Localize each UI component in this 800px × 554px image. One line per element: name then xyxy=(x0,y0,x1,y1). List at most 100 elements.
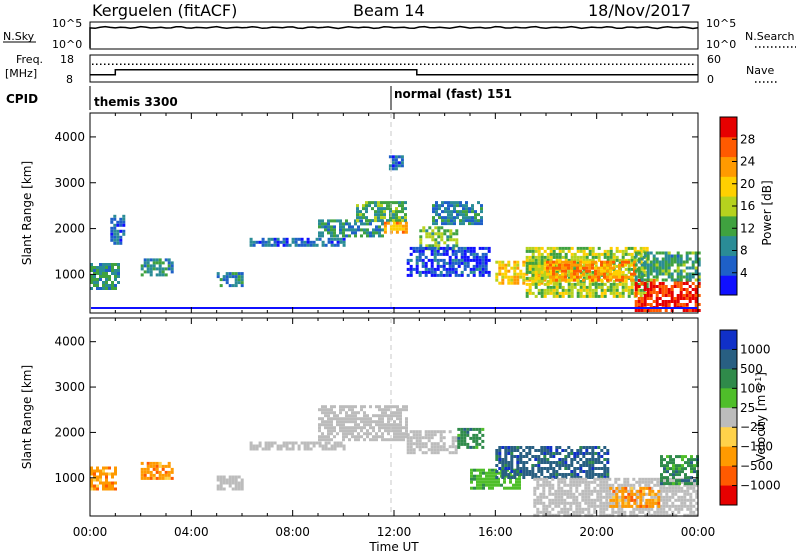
velocity-cell xyxy=(672,473,675,477)
velocity-cell xyxy=(674,513,678,517)
power-cell xyxy=(639,249,643,253)
velocity-cell xyxy=(552,467,556,470)
velocity-cell xyxy=(627,501,631,505)
velocity-cell xyxy=(614,480,618,484)
velocity-cell xyxy=(297,447,301,451)
velocity-cell xyxy=(513,476,517,479)
power-cell xyxy=(146,267,150,271)
velocity-cell xyxy=(566,492,570,496)
velocity-cell xyxy=(412,436,416,440)
velocity-cell xyxy=(393,423,396,427)
velocity-cell xyxy=(427,436,431,440)
noise-left-label: N.Sky xyxy=(3,30,35,43)
power-cell xyxy=(111,263,114,266)
velocity-cell xyxy=(240,487,244,491)
velocity-cell xyxy=(542,507,546,511)
velocity-cell xyxy=(671,510,675,514)
power-cell xyxy=(664,278,668,282)
velocity-cell xyxy=(485,480,488,484)
velocity-cell xyxy=(518,483,521,487)
velocity-cell xyxy=(542,480,546,484)
velocity-cell xyxy=(531,476,535,479)
velocity-cell xyxy=(624,501,628,505)
power-cell xyxy=(460,255,464,259)
velocity-cell xyxy=(566,507,570,511)
power-cell xyxy=(395,230,399,234)
power-cell xyxy=(561,272,564,276)
power-ylabel: Slant Range [km] xyxy=(20,161,34,265)
velocity-cell xyxy=(387,423,390,427)
velocity-cell xyxy=(216,478,220,482)
velocity-cell xyxy=(460,436,464,440)
velocity-cell xyxy=(479,480,482,484)
power-cell xyxy=(440,226,444,230)
power-cell xyxy=(469,258,473,262)
power-cell xyxy=(555,264,559,268)
power-cell xyxy=(146,270,150,274)
velocity-cell xyxy=(510,464,514,467)
power-cell xyxy=(661,294,665,297)
velocity-cell xyxy=(587,513,591,517)
power-cell xyxy=(113,241,117,245)
velocity-cell xyxy=(545,480,549,484)
velocity-cell xyxy=(558,446,562,449)
power-cell xyxy=(312,240,316,244)
power-cell xyxy=(454,252,458,256)
velocity-cell xyxy=(534,473,538,476)
velocity-cell xyxy=(528,458,532,461)
power-cell xyxy=(114,263,117,266)
velocity-cell xyxy=(548,483,552,487)
power-cell xyxy=(441,219,444,223)
power-cell xyxy=(455,229,459,233)
velocity-cell xyxy=(626,489,630,493)
power-cell xyxy=(525,291,529,295)
power-cell xyxy=(591,273,595,277)
velocity-cell xyxy=(605,489,609,493)
velocity-cell xyxy=(161,464,165,468)
power-cell xyxy=(540,279,544,283)
power-cell xyxy=(633,260,636,264)
velocity-cell xyxy=(572,501,576,505)
power-cell xyxy=(655,275,659,279)
velocity-cell xyxy=(692,510,696,514)
velocity-cell xyxy=(387,432,390,436)
power-cell xyxy=(318,234,321,238)
velocity-cell xyxy=(354,414,357,418)
power-cell xyxy=(685,303,689,306)
power-cell xyxy=(630,267,634,271)
velocity-cell xyxy=(327,420,330,424)
velocity-cell xyxy=(593,480,597,484)
power-cell xyxy=(267,237,271,241)
velocity-cell xyxy=(591,476,595,479)
velocity-cell xyxy=(494,471,497,475)
power-cell xyxy=(155,258,159,262)
power-cell xyxy=(439,246,443,250)
power-cell xyxy=(682,294,686,297)
velocity-cell xyxy=(488,477,491,481)
velocity-cell xyxy=(677,486,681,490)
velocity-cell xyxy=(588,473,592,476)
velocity-cell xyxy=(575,513,579,517)
velocity-cell xyxy=(276,447,280,451)
power-cell xyxy=(540,291,544,295)
power-cell xyxy=(450,219,453,223)
power-cell xyxy=(591,282,595,286)
power-cell xyxy=(640,282,644,285)
power-cell xyxy=(552,278,555,282)
velocity-cell xyxy=(509,471,512,475)
power-cell xyxy=(383,221,387,225)
velocity-cell xyxy=(114,466,117,470)
power-cell xyxy=(667,251,671,255)
power-cell xyxy=(225,278,229,282)
power-cell xyxy=(249,243,253,247)
velocity-cell xyxy=(594,446,598,449)
power-cell xyxy=(570,278,573,282)
power-cell xyxy=(588,282,592,286)
velocity-cell xyxy=(593,486,597,490)
velocity-cell xyxy=(510,455,514,458)
power-cell xyxy=(579,291,583,295)
velocity-cell xyxy=(102,469,105,473)
power-cell xyxy=(318,231,321,235)
velocity-cell xyxy=(639,504,643,508)
power-cell xyxy=(694,269,698,273)
